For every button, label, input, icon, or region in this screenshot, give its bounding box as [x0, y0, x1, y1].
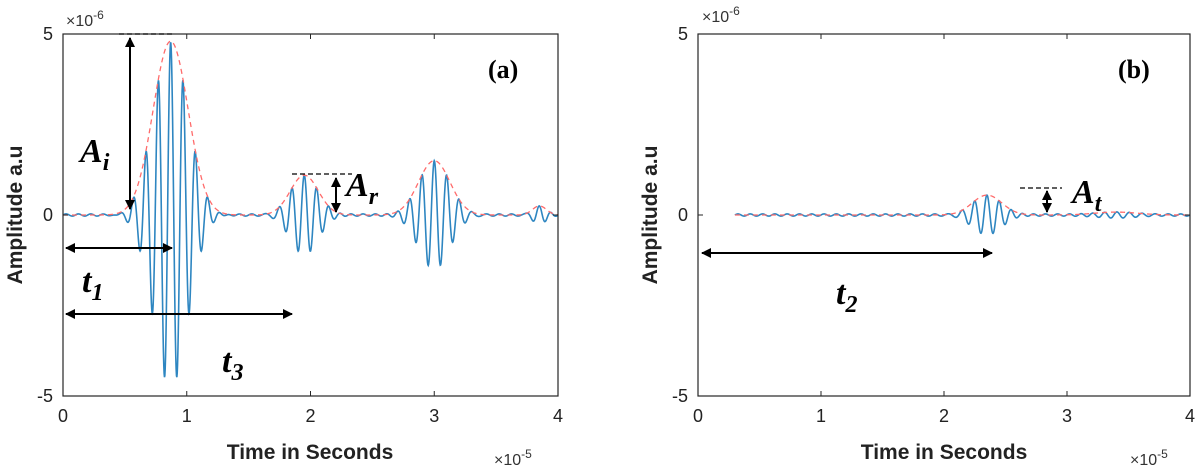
label-Ar: Ar — [344, 167, 379, 210]
plot-area-b — [734, 194, 1191, 235]
plot-area-a — [62, 40, 559, 378]
x-axis-label-a: Time in Seconds — [227, 441, 394, 464]
y-tick-label-b-1: 0 — [678, 205, 688, 225]
x-tick-label-b-3: 3 — [1062, 406, 1072, 426]
x-tick-label-b-1: 1 — [816, 406, 826, 426]
x-exponent-a: ×10-5 — [494, 447, 532, 469]
x-tick-label-b-0: 0 — [693, 406, 703, 426]
y-tick-label-a-0: -5 — [37, 386, 53, 406]
y-tick-label-a-1: 0 — [43, 205, 53, 225]
panel-label-b: (b) — [1118, 55, 1150, 84]
ticks-a: 0 1 2 3 4-505 — [37, 24, 563, 426]
x-tick-label-b-4: 4 — [1185, 406, 1195, 426]
annotation-At: At — [1020, 174, 1103, 217]
x-tick-label-a-2: 2 — [305, 406, 315, 426]
y-axis-label-a: Amplitude a.u — [4, 146, 27, 285]
x-exponent-b: ×10-5 — [1130, 447, 1168, 469]
label-Ai: Ai — [78, 133, 110, 176]
label-t2: t2 — [836, 275, 857, 318]
signal-line-b — [734, 194, 1191, 235]
label-t1: t1 — [82, 263, 103, 306]
annotation-t2: t2 — [701, 248, 993, 318]
x-tick-label-a-1: 1 — [182, 406, 192, 426]
x-tick-label-a-0: 0 — [58, 406, 68, 426]
label-At: At — [1070, 174, 1103, 217]
envelope-line-b — [734, 194, 1190, 216]
y-tick-label-b-0: -5 — [672, 386, 688, 406]
panel-label-a: (a) — [488, 55, 518, 84]
annotation-t3: t3 — [65, 309, 293, 386]
y-tick-label-b-2: 5 — [678, 24, 688, 44]
chart-panel-a: 0 1 2 3 4-505 ×10-6 ×10-5 Time in Seconds Am… — [4, 8, 563, 469]
envelope-line-a — [63, 40, 559, 216]
annotation-Ai: Ai — [78, 33, 175, 210]
chart-panel-b: 0 1 2 3 4-505 ×10-6 ×10-5 Time in Seconds Am… — [639, 4, 1195, 469]
y-exponent-b: ×10-6 — [702, 4, 740, 26]
x-axis-label-b: Time in Seconds — [861, 441, 1028, 464]
signal-line-a — [62, 42, 559, 378]
annotation-Ar: Ar — [292, 167, 379, 213]
x-tick-label-a-4: 4 — [553, 406, 563, 426]
y-axis-label-b: Amplitude a.u — [639, 146, 662, 285]
x-tick-label-a-3: 3 — [429, 406, 439, 426]
y-exponent-a: ×10-6 — [66, 8, 104, 30]
x-tick-label-b-2: 2 — [939, 406, 949, 426]
annotation-t1: t1 — [65, 243, 173, 306]
ticks-b: 0 1 2 3 4-505 — [672, 24, 1195, 426]
y-tick-label-a-2: 5 — [43, 24, 53, 44]
label-t3: t3 — [222, 343, 243, 386]
